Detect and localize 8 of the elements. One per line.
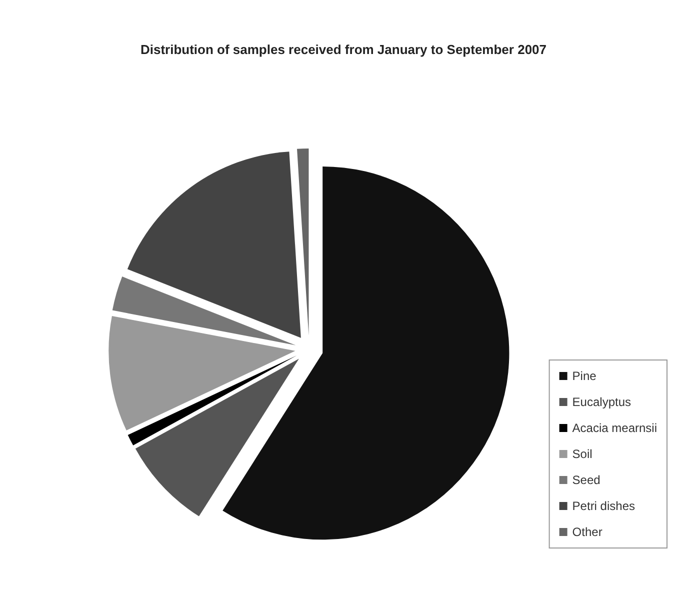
- chart-title: Distribution of samples received from January to September 2007: [140, 42, 547, 57]
- legend-label: Acacia mearnsii: [572, 421, 658, 435]
- legend-label: Other: [572, 525, 602, 539]
- legend-label: Eucalyptus: [572, 395, 632, 409]
- legend-label: Soil: [572, 447, 592, 461]
- legend-label: Petri dishes: [572, 499, 636, 513]
- legend-label: Pine: [572, 369, 597, 383]
- legend-label: Seed: [572, 473, 600, 487]
